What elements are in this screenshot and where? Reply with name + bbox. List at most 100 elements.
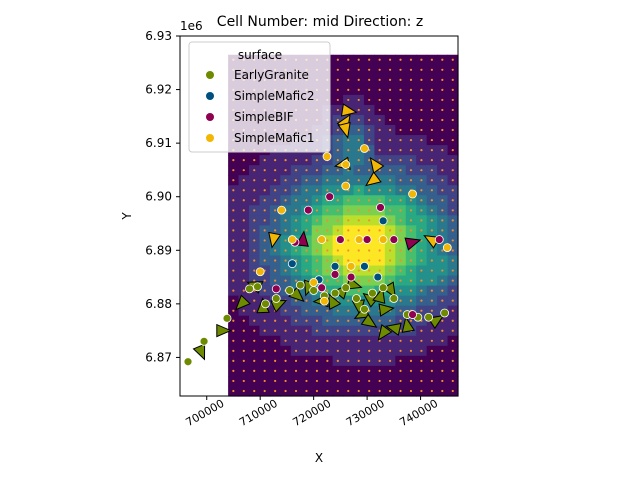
grid-point — [399, 349, 402, 352]
grid-point — [451, 389, 454, 393]
grid-point — [232, 339, 235, 342]
grid-point — [368, 379, 371, 383]
grid-point — [315, 359, 319, 362]
grid-point — [409, 78, 413, 81]
grid-point — [274, 339, 277, 342]
grid-point — [232, 379, 235, 383]
grid-point — [409, 58, 413, 61]
y-tick-label: 6.90 — [145, 190, 172, 204]
grid-point — [357, 169, 360, 172]
data-point — [341, 160, 351, 169]
y-axis: 6.87 6.88 6.89 6.90 6.91 6.92 6.93 — [145, 29, 180, 364]
grid-point — [388, 159, 392, 162]
grid-point — [388, 369, 392, 373]
data-point — [378, 235, 388, 244]
grid-point — [305, 299, 308, 302]
grid-point — [430, 349, 433, 352]
grid-point — [388, 359, 392, 362]
plot-frame — [179, 35, 459, 397]
grid-point — [451, 179, 454, 182]
grid-point — [315, 319, 319, 322]
grid-point — [420, 138, 423, 142]
grid-point — [409, 369, 413, 373]
grid-point — [378, 98, 381, 102]
orientation-marker — [360, 313, 378, 328]
grid-point — [357, 148, 360, 152]
grid-point — [430, 389, 433, 393]
grid-point — [451, 148, 454, 152]
data-point — [335, 235, 345, 244]
grid-point — [336, 68, 339, 71]
data-point — [222, 313, 232, 323]
grid-point — [253, 199, 256, 202]
grid-point — [294, 379, 298, 383]
grid-point — [409, 148, 413, 152]
grid-point — [451, 359, 454, 362]
grid-point — [357, 58, 360, 61]
grid-point — [253, 329, 256, 332]
grid-point — [263, 219, 266, 222]
grid-point — [441, 359, 444, 362]
grid-point — [441, 319, 444, 322]
data-point — [255, 267, 265, 277]
grid-point — [441, 379, 444, 383]
grid-point — [378, 369, 381, 373]
grid-point — [284, 309, 287, 312]
grid-point — [420, 219, 423, 222]
grid-point — [242, 269, 245, 272]
grid-point — [305, 219, 308, 222]
grid-point — [357, 259, 360, 262]
grid-point — [420, 169, 423, 172]
grid-point — [368, 259, 371, 262]
grid-point — [336, 138, 339, 142]
data-point — [362, 235, 372, 244]
grid-point — [284, 239, 287, 242]
data-point — [373, 272, 383, 282]
legend-title: surface — [238, 48, 282, 62]
grid-point — [294, 159, 298, 162]
grid-point — [253, 389, 256, 393]
data-point — [360, 261, 369, 271]
data-point — [309, 286, 319, 295]
grid-point — [430, 279, 433, 282]
grid-point — [315, 369, 319, 373]
grid-point — [399, 88, 402, 91]
grid-point — [242, 319, 245, 322]
grid-point — [357, 209, 360, 212]
legend-marker — [206, 71, 214, 79]
grid-point — [232, 279, 235, 282]
grid-point — [315, 259, 319, 262]
grid-point — [399, 329, 402, 332]
grid-point — [274, 329, 277, 332]
grid-point — [242, 309, 245, 312]
grid-point — [347, 219, 350, 222]
grid-point — [409, 138, 413, 142]
orientation-marker — [365, 171, 382, 187]
grid-point — [420, 299, 423, 302]
grid-point — [326, 389, 329, 393]
grid-point — [347, 249, 350, 252]
grid-point — [399, 379, 402, 383]
grid-point — [263, 359, 266, 362]
grid-point — [253, 309, 256, 312]
grid-point — [399, 199, 402, 202]
grid-point — [378, 148, 381, 152]
grid-point — [232, 389, 235, 393]
grid-point — [378, 128, 381, 132]
grid-point — [430, 148, 433, 152]
grid-point — [378, 189, 381, 192]
grid-point — [409, 179, 413, 182]
series-simplebif — [271, 192, 444, 319]
grid-point — [441, 118, 444, 122]
data-point — [408, 310, 417, 319]
grid-point — [368, 209, 371, 212]
grid-point — [284, 179, 287, 182]
grid-point — [430, 359, 433, 362]
grid-point — [274, 389, 277, 393]
grid-point — [441, 179, 444, 182]
series-simplemafic1 — [255, 144, 452, 306]
grid-point — [315, 159, 319, 162]
grid-point — [253, 349, 256, 352]
data-point — [440, 308, 450, 318]
grid-point — [274, 279, 277, 282]
